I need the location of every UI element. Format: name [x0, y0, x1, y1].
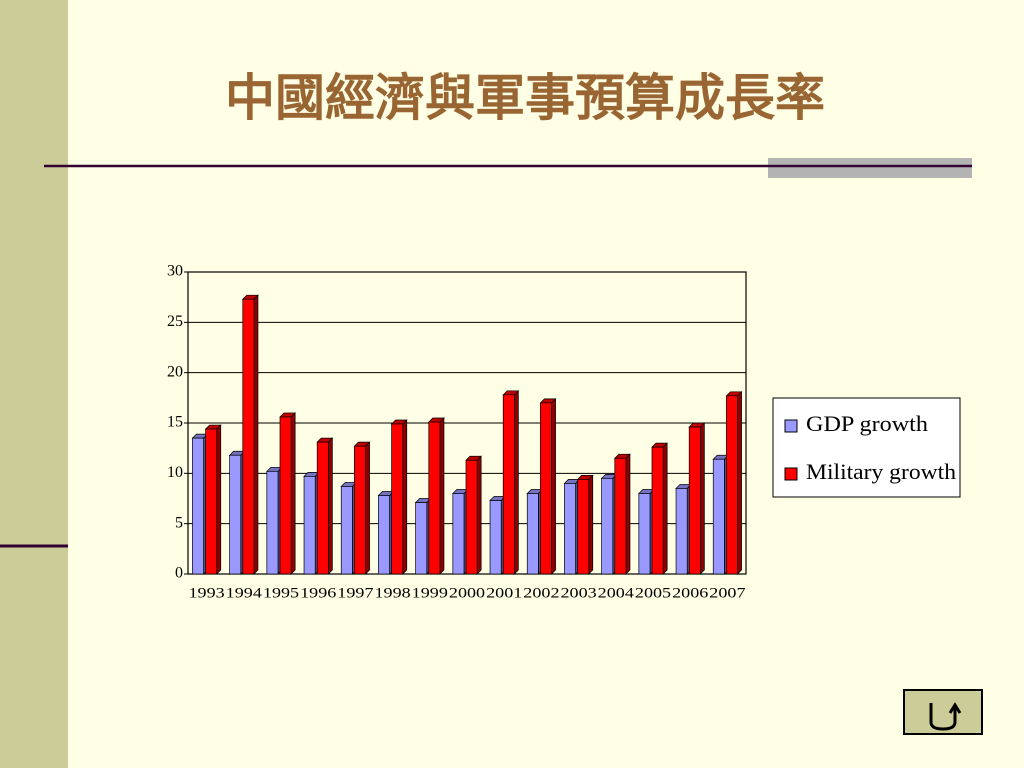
bar — [638, 493, 651, 575]
y-tick-label: 10 — [167, 464, 183, 481]
bar — [279, 416, 292, 575]
bar — [502, 394, 515, 575]
bar — [303, 476, 316, 575]
bar — [614, 457, 627, 575]
x-tick-label: 1998 — [375, 585, 411, 601]
y-tick-label: 20 — [167, 363, 183, 380]
bar — [378, 495, 390, 575]
button-icon[interactable] — [929, 702, 962, 731]
bar — [316, 441, 329, 575]
bar — [675, 488, 688, 575]
legend-label: GDP growth — [806, 411, 928, 436]
x-tick-label: 2000 — [449, 585, 485, 601]
bar — [601, 478, 614, 575]
bar-side — [737, 390, 742, 575]
side-band — [0, 0, 68, 768]
back-button[interactable] — [903, 689, 983, 735]
legend-swatch — [784, 467, 798, 481]
bar-side — [439, 417, 445, 575]
bar-side — [700, 422, 705, 575]
bar — [340, 486, 353, 575]
x-tick-label: 2005 — [635, 585, 671, 601]
bar — [205, 428, 218, 575]
bar-side — [551, 398, 556, 575]
bar — [526, 493, 539, 575]
bar — [540, 402, 552, 575]
bar — [266, 470, 279, 575]
y-tick-label: 15 — [167, 414, 183, 431]
x-tick-label: 2003 — [561, 585, 597, 601]
bar-side — [588, 474, 594, 575]
x-tick-label: 2001 — [486, 585, 522, 601]
x-tick-label: 2002 — [523, 585, 559, 601]
x-tick-label: 1995 — [263, 585, 299, 601]
bar — [192, 437, 204, 575]
bar — [564, 483, 576, 575]
legend-box — [772, 397, 961, 498]
bar-side — [662, 442, 668, 575]
y-tick-label: 0 — [175, 565, 183, 582]
bar — [712, 458, 725, 575]
bar — [452, 493, 465, 575]
bar-side — [476, 455, 482, 575]
x-tick-label: 1994 — [226, 585, 263, 601]
bar-side — [625, 453, 631, 575]
deco-bar — [768, 158, 972, 178]
x-tick-label: 1999 — [412, 585, 448, 601]
y-tick-label: 25 — [167, 313, 183, 330]
legend-swatch — [784, 419, 798, 433]
x-tick-label: 1997 — [337, 585, 374, 601]
button-face[interactable] — [903, 689, 983, 735]
bar — [577, 479, 590, 575]
bar-side — [253, 294, 259, 575]
bar — [415, 502, 428, 575]
bar — [465, 459, 478, 575]
bar-side — [402, 419, 408, 575]
legend-label: Military growth — [806, 459, 956, 484]
y-tick-label: 30 — [167, 263, 183, 280]
bar-side — [365, 441, 370, 575]
slide-title: 中國經濟與軍事預算成長率 — [225, 68, 825, 127]
bar — [688, 426, 701, 575]
x-tick-label: 1996 — [300, 585, 337, 601]
y-tick-label: 5 — [175, 514, 183, 531]
x-tick-label: 2007 — [709, 585, 746, 601]
bar — [651, 446, 664, 575]
bar — [354, 445, 366, 575]
bar — [391, 423, 404, 575]
bar-side — [216, 424, 222, 575]
x-tick-label: 2004 — [598, 585, 635, 601]
bar — [428, 421, 441, 575]
bar — [726, 395, 738, 575]
bar-side — [514, 389, 519, 575]
x-tick-label: 2006 — [672, 585, 709, 601]
bar — [229, 454, 242, 575]
bar — [242, 298, 255, 575]
bar-side — [290, 412, 296, 575]
bar — [489, 500, 502, 575]
bar-side — [328, 437, 333, 575]
x-tick-label: 1993 — [189, 585, 225, 601]
